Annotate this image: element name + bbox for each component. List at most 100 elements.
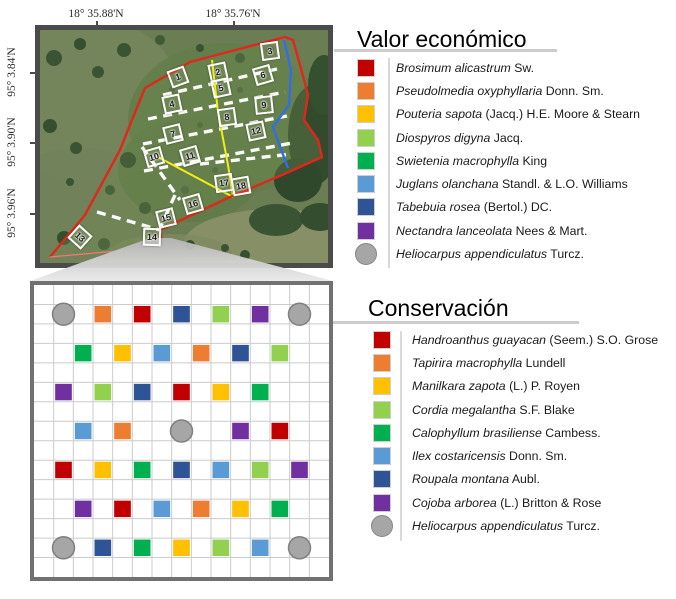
plot-number: 14 — [146, 231, 158, 242]
planted-tree-darkblue-square — [94, 539, 112, 557]
orange-square-swatch — [373, 353, 391, 372]
economic-legend-divider — [388, 58, 390, 268]
plot-number: 9 — [260, 99, 267, 110]
planted-tree-darkblue-square — [133, 383, 151, 401]
legend-item-lightblue: Juglans olanchana Standl. & L.O. William… — [353, 172, 675, 195]
legend-item-red: Handroanthus guayacan (Seem.) S.O. Grose — [369, 328, 676, 351]
legend-item-darkblue: Roupala montana Aubl. — [369, 468, 676, 491]
species-label: Swietenia macrophylla King — [396, 153, 548, 168]
purple-square-swatch — [373, 493, 391, 512]
map-latitude-label-3: 95° 3.96'N — [6, 188, 18, 238]
planted-tree-orange-square — [94, 305, 112, 323]
plot-number: 8 — [223, 111, 231, 122]
planted-tree-lightgreen-square — [251, 461, 269, 479]
plot-tag-5: 5 — [210, 77, 232, 99]
species-label: Pouteria sapota (Jacq.) H.E. Moore & Ste… — [396, 107, 641, 122]
legend-item-gray: Heliocarpus appendiculatus Turcz. — [353, 242, 675, 266]
map-latitude-label-1: 95° 3.84'N — [6, 47, 18, 97]
yellow-division-lines — [157, 59, 234, 198]
conservation-legend-divider — [400, 331, 402, 541]
orange-square-swatch — [357, 81, 375, 100]
conservation-legend: Handroanthus guayacan (Seem.) S.O. Grose… — [369, 328, 676, 538]
plot-number: 18 — [235, 179, 247, 192]
legend-item-lightgreen: Diospyros digyna Jacq. — [353, 126, 675, 149]
planted-tree-lightblue-square — [251, 539, 269, 557]
legend-item-purple: Nectandra lanceolata Nees & Mart. — [353, 219, 675, 242]
legend-item-yellow: Manilkara zapota (L.) P. Royen — [369, 375, 676, 398]
planted-tree-gray-circle — [169, 419, 194, 443]
planted-tree-purple-square — [232, 422, 249, 440]
planted-tree-gray-circle — [51, 536, 76, 560]
species-label: Tabebuia rosea (Bertol.) DC. — [396, 200, 553, 215]
site-satellite-map: 1 2 3 4 5 6 7 8 9 10 11 12 13 14 15 16 17 18 — [0, 18, 367, 281]
planted-tree-lightgreen-square — [271, 344, 289, 362]
blue-division-line — [271, 39, 293, 169]
species-label: Diospyros digyna Jacq. — [396, 130, 524, 145]
planted-tree-red-square — [114, 500, 131, 518]
plot-tag-18: 18 — [230, 175, 252, 197]
planted-tree-orange-square — [192, 500, 210, 518]
planting-design-grid — [30, 281, 333, 581]
planted-tree-lightblue-square — [153, 500, 171, 518]
lightblue-square-swatch — [357, 175, 375, 194]
economic-legend: Brosimum alicastrum Sw. Pseudolmedia oxyp… — [353, 56, 675, 266]
gray-circle-swatch — [355, 243, 377, 266]
plot-number: 3 — [266, 45, 274, 56]
species-label: Cojoba arborea (L.) Britton & Rose — [412, 495, 602, 510]
species-label: Ilex costaricensis Donn. Sm. — [412, 449, 568, 464]
map-longitude-label-2: 18° 35.76'N — [205, 8, 261, 20]
planted-tree-darkblue-square — [173, 305, 190, 323]
species-label: Calophyllum brasiliense Cambess. — [412, 425, 601, 440]
species-label: Brosimum alicastrum Sw. — [396, 60, 535, 75]
plot-number: 13 — [73, 229, 88, 244]
gray-circle-swatch — [371, 515, 393, 538]
species-label: Manilkara zapota (L.) P. Royen — [412, 379, 580, 394]
map-tick — [30, 72, 35, 74]
legend-item-green: Calophyllum brasiliense Cambess. — [369, 421, 676, 444]
legend-item-orange: Tapirira macrophylla Lundell — [369, 351, 676, 374]
purple-square-swatch — [357, 221, 375, 240]
planted-tree-green-square — [133, 539, 151, 557]
legend-item-lightgreen: Cordia megalantha S.F. Blake — [369, 398, 676, 421]
map-tick — [30, 142, 35, 144]
planted-tree-green-square — [133, 461, 151, 479]
green-square-swatch — [373, 423, 391, 442]
planted-tree-lightblue-square — [74, 422, 92, 440]
plot-number: 10 — [147, 150, 161, 163]
map-latitude-label-2: 95° 3.90'N — [6, 117, 18, 167]
plot-number: 16 — [186, 197, 200, 210]
planted-tree-green-square — [251, 383, 269, 401]
planted-tree-gray-circle — [51, 302, 76, 326]
plot-number: 6 — [259, 69, 267, 81]
planted-tree-purple-square — [55, 383, 72, 401]
plot-number: 15 — [159, 211, 172, 224]
map-tick — [233, 21, 235, 25]
legend-item-purple: Cojoba arborea (L.) Britton & Rose — [369, 491, 676, 514]
legend-item-yellow: Pouteria sapota (Jacq.) H.E. Moore & Ste… — [353, 103, 675, 126]
species-label: Roupala montana Aubl. — [412, 472, 540, 487]
species-label: Juglans olanchana Standl. & L.O. William… — [396, 177, 628, 192]
plot-number: 4 — [168, 98, 176, 109]
darkblue-square-swatch — [373, 470, 391, 489]
planted-tree-purple-square — [251, 305, 269, 323]
legend-item-orange: Pseudolmedia oxyphyllaria Donn. Sm. — [353, 79, 675, 102]
yellow-square-swatch — [357, 105, 375, 124]
legend-item-darkblue: Tabebuia rosea (Bertol.) DC. — [353, 196, 675, 219]
red-square-swatch — [357, 58, 375, 77]
map-longitude-label-1: 18° 35.88'N — [68, 8, 124, 20]
species-label: Heliocarpus appendiculatus Turcz. — [412, 519, 600, 534]
plot-tag-3: 3 — [259, 40, 281, 62]
planted-tree-yellow-square — [212, 383, 230, 401]
plot-number: 5 — [217, 82, 225, 93]
planted-tree-lightblue-square — [153, 344, 171, 362]
yellow-square-swatch — [373, 377, 391, 396]
planted-tree-purple-square — [74, 500, 92, 518]
planted-tree-lightgreen-square — [212, 305, 230, 323]
planted-tree-yellow-square — [94, 461, 112, 479]
planted-tree-green-square — [271, 500, 289, 518]
lightgreen-square-swatch — [373, 400, 391, 419]
planted-tree-lightblue-square — [212, 461, 230, 479]
plot-tag-12: 12 — [245, 120, 267, 142]
plot-number: 1 — [173, 70, 182, 83]
